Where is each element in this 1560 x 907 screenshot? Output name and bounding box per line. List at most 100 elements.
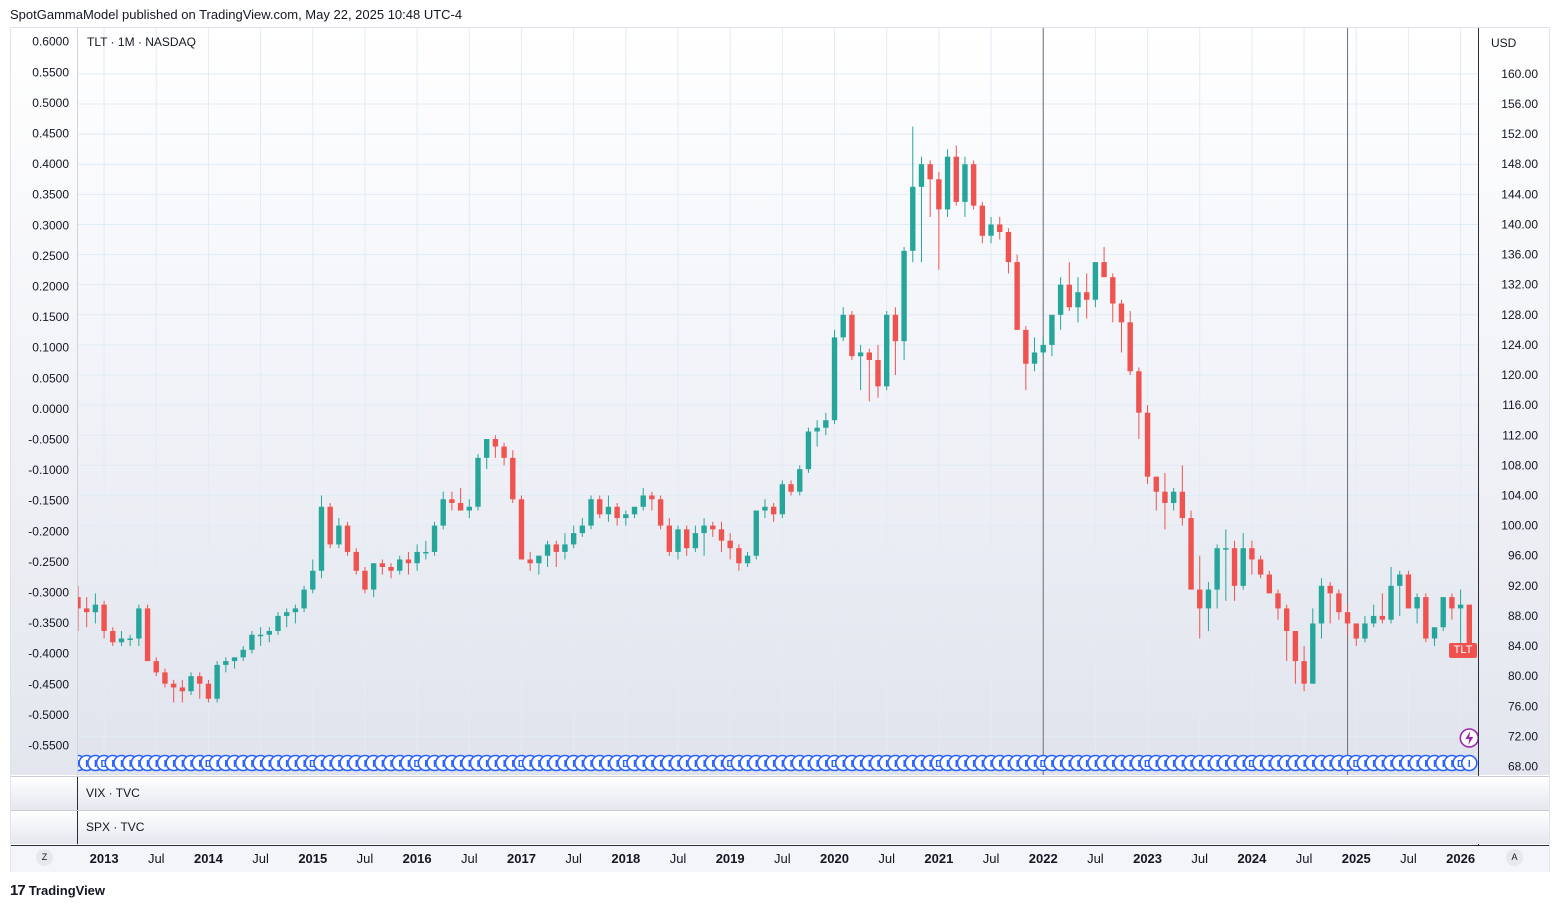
candle-body [1397, 574, 1403, 586]
dividend-marker-letter: I [659, 759, 662, 770]
right-axis-tick-label: 88.00 [1508, 609, 1538, 623]
zoom-button[interactable]: Z [36, 849, 53, 866]
time-axis-label: 2015 [298, 851, 327, 866]
time-axis[interactable] [11, 845, 1549, 872]
brand-name: TradingView [28, 883, 106, 898]
left-axis-tick-label: -0.2500 [28, 555, 69, 569]
dividend-marker-letter: I [120, 759, 123, 770]
dividend-marker-letter: I [111, 759, 114, 770]
currency-label[interactable]: USD [1491, 36, 1517, 50]
candle-body [110, 630, 116, 643]
dividend-marker-letter: I [711, 759, 714, 770]
time-axis-label: Jul [148, 851, 165, 866]
candle-body [397, 559, 403, 571]
right-axis-tick-label: 104.00 [1501, 488, 1538, 502]
candle-body [1362, 623, 1368, 639]
candle-body [579, 525, 586, 534]
dividend-marker-letter: I [1381, 759, 1384, 770]
candle-body [1405, 574, 1412, 609]
dividend-marker-letter: I [1033, 759, 1036, 770]
dividend-marker-letter: I [94, 759, 97, 770]
candle-body [614, 506, 620, 519]
right-axis-tick-label: 156.00 [1501, 97, 1538, 111]
candle-body [1110, 277, 1116, 304]
left-axis-tick-label: 0.5500 [32, 65, 69, 79]
candle-body [1179, 491, 1186, 519]
candle-body [1136, 371, 1142, 413]
dividend-marker-letter: I [1433, 759, 1436, 770]
candle-body [779, 484, 786, 515]
candle-body [701, 525, 707, 534]
candle-body [797, 469, 803, 492]
left-axis-tick-label: -0.1000 [28, 463, 69, 477]
dividend-marker-letter: I [1198, 759, 1201, 770]
right-axis-tick-label: 76.00 [1508, 699, 1538, 713]
candle-body [953, 156, 959, 202]
left-axis-tick-label: 0.5000 [32, 96, 69, 110]
last-price-badge: TLT [1449, 643, 1477, 658]
candle-body [188, 676, 194, 692]
candle-body [753, 510, 759, 556]
time-axis-label: Jul [983, 851, 1000, 866]
right-price-axis[interactable] [1479, 28, 1549, 775]
main-chart-pane[interactable]: IIIDIIIIIIIIIIIDIIIIIIIIIIIDIIIIIIIIIIID… [78, 28, 1478, 775]
right-axis-tick-label: 84.00 [1508, 639, 1538, 653]
candle-body [1344, 612, 1351, 624]
dividend-marker-letter: I [1007, 759, 1010, 770]
right-axis-tick-label: 152.00 [1501, 127, 1538, 141]
candle-body [179, 687, 186, 692]
dividend-marker-letter: I [1024, 759, 1027, 770]
auto-scale-button[interactable]: A [1506, 849, 1523, 866]
dividend-marker-letter: I [633, 759, 636, 770]
dividend-marker-letter: I [877, 759, 880, 770]
dividend-marker-letter: I [1364, 759, 1367, 770]
candle-body [744, 555, 751, 564]
dividend-marker-letter: I [268, 759, 271, 770]
dividend-marker-letter: I [1051, 759, 1054, 770]
time-axis-label: 2024 [1237, 851, 1267, 866]
candlestick-chart[interactable]: IIIDIIIIIIIIIIIDIIIIIIIIIIIDIIIIIIIIIIID… [78, 28, 1478, 775]
candle-body [153, 661, 159, 673]
candle-body [1466, 604, 1472, 647]
dividend-marker-letter: I [598, 759, 601, 770]
right-axis-tick-label: 160.00 [1501, 67, 1538, 81]
right-axis-tick-label: 140.00 [1501, 217, 1538, 231]
dividend-marker-letter: I [1277, 759, 1280, 770]
candle-body [1327, 585, 1333, 594]
dividend-marker-letter: I [685, 759, 688, 770]
left-price-axis[interactable] [11, 28, 77, 775]
candle-body [388, 567, 394, 571]
dividend-marker-letter: I [1094, 759, 1097, 770]
left-axis-divider [77, 28, 78, 845]
left-axis-tick-label: 0.1500 [32, 310, 69, 324]
dividend-marker-letter: I [1068, 759, 1071, 770]
right-axis-divider [1478, 28, 1479, 871]
dividend-marker-letter: I [572, 759, 575, 770]
candle-body [997, 224, 1003, 232]
candle-body [866, 352, 872, 360]
candle-body [501, 446, 507, 458]
dividend-marker-letter: I [555, 759, 558, 770]
candle-body [727, 540, 733, 549]
dividend-marker-letter: I [372, 759, 375, 770]
candle-body [1431, 627, 1438, 639]
candle-body [918, 164, 925, 187]
dividend-marker-letter: I [1285, 759, 1288, 770]
dividend-marker-icon: I [1461, 754, 1478, 772]
candle-body [901, 250, 907, 342]
candle-body [1092, 262, 1099, 300]
vix-pane[interactable]: VIX · TVC [11, 776, 1549, 810]
dividend-marker-letter: I [781, 759, 784, 770]
candle-body [927, 164, 933, 180]
dividend-marker-letter: I [703, 759, 706, 770]
left-axis-tick-label: -0.5500 [28, 739, 69, 753]
candle-body [1292, 630, 1299, 662]
candle-body [162, 672, 168, 684]
dividend-marker-letter: I [903, 759, 906, 770]
candle-body [475, 457, 481, 507]
candle-body [266, 630, 272, 635]
dividend-marker-letter: I [424, 759, 427, 770]
candle-body [1075, 292, 1081, 308]
dividend-marker-letter: I [842, 759, 845, 770]
spx-pane[interactable]: SPX · TVC [11, 810, 1549, 844]
